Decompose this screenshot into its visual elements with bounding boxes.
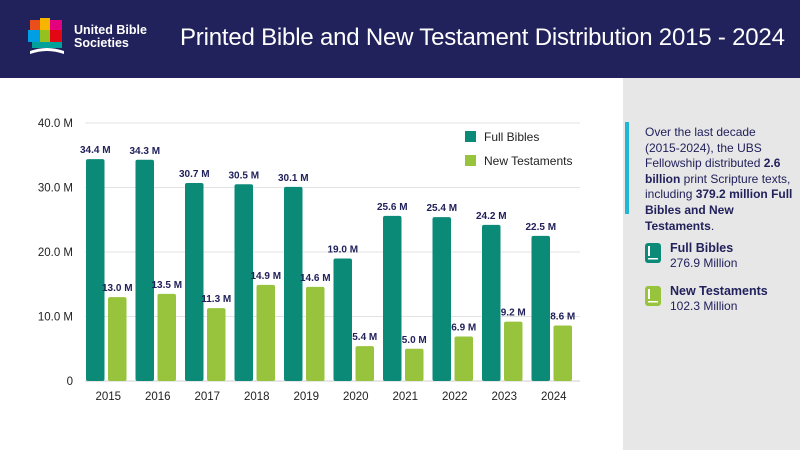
data-label: 25.6 M	[377, 202, 408, 213]
x-tick-label: 2021	[392, 391, 418, 403]
data-label: 8.6 M	[550, 312, 575, 323]
bar	[256, 284, 275, 381]
sidebar-summary: Over the last decade (2015-2024), the UB…	[645, 125, 793, 234]
x-tick-label: 2018	[244, 391, 270, 403]
summary-text-1: Over the last decade (2015-2024), the UB…	[645, 125, 764, 171]
y-tick-label: 20.0 M	[38, 247, 73, 259]
y-tick-label: 0	[67, 376, 73, 388]
bar	[482, 224, 501, 381]
x-tick-label: 2019	[293, 391, 319, 403]
org-name-line2: Societies	[74, 36, 129, 50]
summary-text-2: print Scripture texts, including	[645, 171, 791, 202]
bar	[207, 308, 226, 381]
page-title: Printed Bible and New Testament Distribu…	[180, 24, 785, 51]
data-label: 11.3 M	[201, 294, 231, 305]
data-label: 13.5 M	[151, 280, 182, 291]
bar	[355, 346, 374, 381]
data-label: 13.0 M	[102, 283, 133, 294]
bar	[405, 348, 424, 381]
org-name-line1: United Bible	[74, 23, 147, 37]
legend-label: New Testaments	[484, 154, 572, 168]
data-label: 30.5 M	[228, 170, 259, 181]
x-tick-label: 2022	[442, 391, 468, 403]
data-label: 34.4 M	[80, 145, 111, 156]
bar	[531, 235, 550, 381]
bar	[333, 258, 352, 381]
sidebar-accent-bar	[625, 122, 629, 214]
legend-swatch	[465, 131, 476, 142]
bar	[504, 321, 523, 381]
bar	[383, 215, 402, 381]
y-tick-label: 30.0 M	[38, 183, 73, 195]
bar	[432, 217, 451, 381]
x-tick-label: 2015	[95, 391, 121, 403]
data-label: 22.5 M	[525, 222, 556, 233]
stat-label: Full Bibles	[670, 241, 734, 255]
ubs-logo-icon	[28, 18, 64, 54]
data-label: 24.2 M	[476, 211, 507, 222]
bar	[185, 182, 204, 381]
bar	[234, 184, 253, 381]
bar	[157, 293, 176, 381]
org-name: United Bible Societies	[74, 24, 164, 50]
x-tick-label: 2017	[194, 391, 220, 403]
summary-text-3: .	[710, 218, 715, 233]
data-label: 14.9 M	[250, 271, 281, 282]
data-label: 6.9 M	[451, 322, 476, 333]
data-label: 30.7 M	[179, 169, 210, 180]
data-label: 14.6 M	[300, 273, 331, 284]
x-tick-label: 2016	[145, 391, 171, 403]
legend-swatch	[465, 155, 476, 166]
bar	[284, 186, 303, 381]
x-tick-label: 2020	[343, 391, 369, 403]
bar	[454, 336, 473, 381]
data-label: 25.4 M	[426, 203, 457, 214]
data-label: 5.0 M	[402, 335, 427, 346]
x-tick-label: 2023	[491, 391, 517, 403]
bar	[135, 159, 154, 381]
summary-bold-bibles: 379.2 million Full Bibles and New Testam…	[645, 187, 793, 233]
stat-value: 102.3 Million	[670, 299, 738, 313]
data-label: 30.1 M	[278, 173, 309, 184]
y-tick-label: 40.0 M	[38, 118, 73, 130]
legend-label: Full Bibles	[484, 130, 539, 144]
x-tick-label: 2024	[541, 391, 567, 403]
bar	[553, 325, 572, 381]
book-icon	[645, 243, 661, 263]
bar	[306, 286, 325, 381]
book-icon	[645, 286, 661, 306]
data-label: 9.2 M	[501, 308, 526, 319]
data-label: 34.3 M	[129, 146, 160, 157]
stat-label: New Testaments	[670, 284, 768, 298]
sidebar-panel	[623, 78, 800, 450]
header-banner: United Bible Societies Printed Bible and…	[0, 0, 800, 78]
data-label: 5.4 M	[352, 332, 377, 343]
data-label: 19.0 M	[327, 244, 358, 255]
bar	[86, 159, 105, 381]
stat-value: 276.9 Million	[670, 256, 738, 270]
bar	[108, 297, 127, 381]
summary-bold-total: 2.6 billion	[645, 156, 781, 186]
bar-chart: 0 10.0 M 20.0 M 30.0 M 40.0 M 2015 34.4 M 13.0 …	[38, 118, 580, 403]
y-tick-label: 10.0 M	[38, 312, 73, 324]
